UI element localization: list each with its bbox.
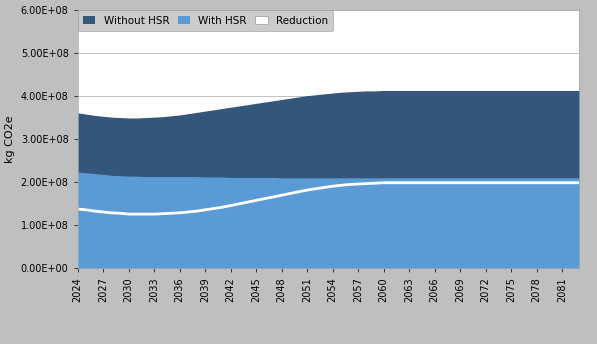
Legend: Without HSR, With HSR, Reduction: Without HSR, With HSR, Reduction <box>78 10 334 31</box>
Y-axis label: kg CO2e: kg CO2e <box>5 116 15 163</box>
